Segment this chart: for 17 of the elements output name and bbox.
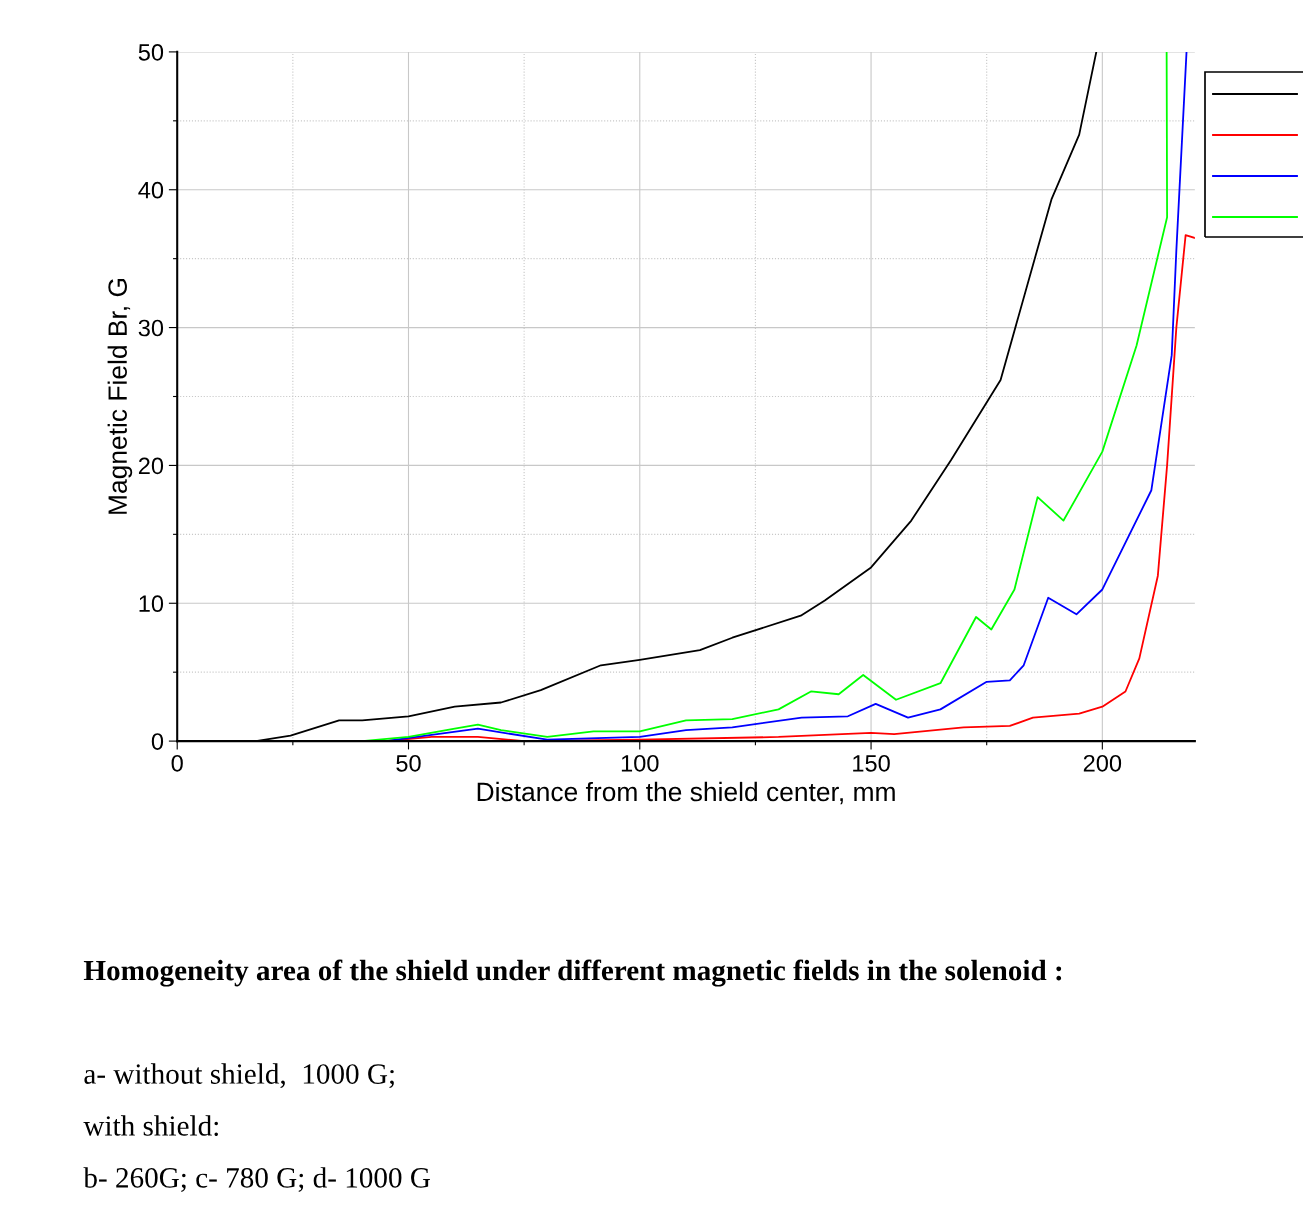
x-tick-label: 0	[171, 754, 183, 772]
text: a- without shield, 1000 G;	[84, 1063, 394, 1089]
y-tick-label: 20	[138, 457, 164, 475]
y-tick-label: 50	[138, 43, 164, 61]
x-tick-label: 150	[853, 754, 890, 772]
x-tick-label: 50	[396, 754, 421, 772]
x-axis-title: Distance from the shield center, mm	[477, 781, 895, 805]
y-tick-label: 0	[151, 733, 164, 750]
x-tick-label: 100	[621, 754, 659, 772]
y-axis-title: Magnetic Field Br, G	[107, 278, 133, 514]
text: b- 260G; c- 780 G; d- 1000 G	[83, 1167, 430, 1192]
text: with shield:	[83, 1115, 218, 1136]
y-tick-label: 10	[139, 595, 164, 613]
y-tick-label: 40	[138, 181, 164, 199]
y-tick-label: 30	[138, 319, 164, 337]
text: Homogeneity area of the shield under different magnetic fields in the solenoid :	[83, 959, 1062, 987]
x-tick-label: 200	[1083, 754, 1122, 772]
